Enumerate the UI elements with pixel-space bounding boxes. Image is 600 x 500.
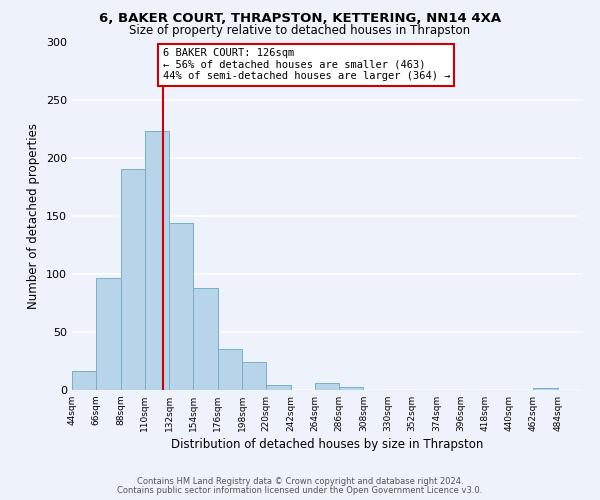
Bar bbox=[96, 278, 121, 390]
Bar bbox=[242, 362, 266, 390]
Text: Contains HM Land Registry data © Crown copyright and database right 2024.: Contains HM Land Registry data © Crown c… bbox=[137, 477, 463, 486]
Bar bbox=[315, 383, 339, 390]
Y-axis label: Number of detached properties: Number of detached properties bbox=[28, 123, 40, 309]
Bar bbox=[72, 372, 96, 390]
Bar bbox=[533, 388, 558, 390]
Bar bbox=[266, 386, 290, 390]
Bar bbox=[121, 169, 145, 390]
X-axis label: Distribution of detached houses by size in Thrapston: Distribution of detached houses by size … bbox=[171, 438, 483, 451]
Bar bbox=[169, 223, 193, 390]
Text: Contains public sector information licensed under the Open Government Licence v3: Contains public sector information licen… bbox=[118, 486, 482, 495]
Text: 6 BAKER COURT: 126sqm
← 56% of detached houses are smaller (463)
44% of semi-det: 6 BAKER COURT: 126sqm ← 56% of detached … bbox=[163, 48, 450, 82]
Text: 6, BAKER COURT, THRAPSTON, KETTERING, NN14 4XA: 6, BAKER COURT, THRAPSTON, KETTERING, NN… bbox=[99, 12, 501, 26]
Bar bbox=[145, 130, 169, 390]
Bar bbox=[193, 288, 218, 390]
Bar bbox=[339, 386, 364, 390]
Text: Size of property relative to detached houses in Thrapston: Size of property relative to detached ho… bbox=[130, 24, 470, 37]
Bar bbox=[218, 350, 242, 390]
